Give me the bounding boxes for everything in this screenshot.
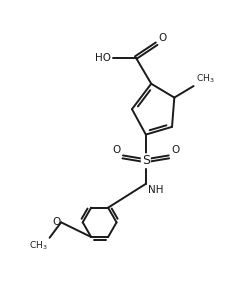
Text: O: O [112,145,120,154]
Text: HO: HO [95,52,111,63]
Text: S: S [142,154,150,167]
Text: CH$_3$: CH$_3$ [196,72,214,85]
Text: O: O [158,33,166,43]
Text: CH$_3$: CH$_3$ [30,239,48,252]
Text: O: O [171,145,179,154]
Text: NH: NH [148,185,164,195]
Text: O: O [52,217,60,226]
